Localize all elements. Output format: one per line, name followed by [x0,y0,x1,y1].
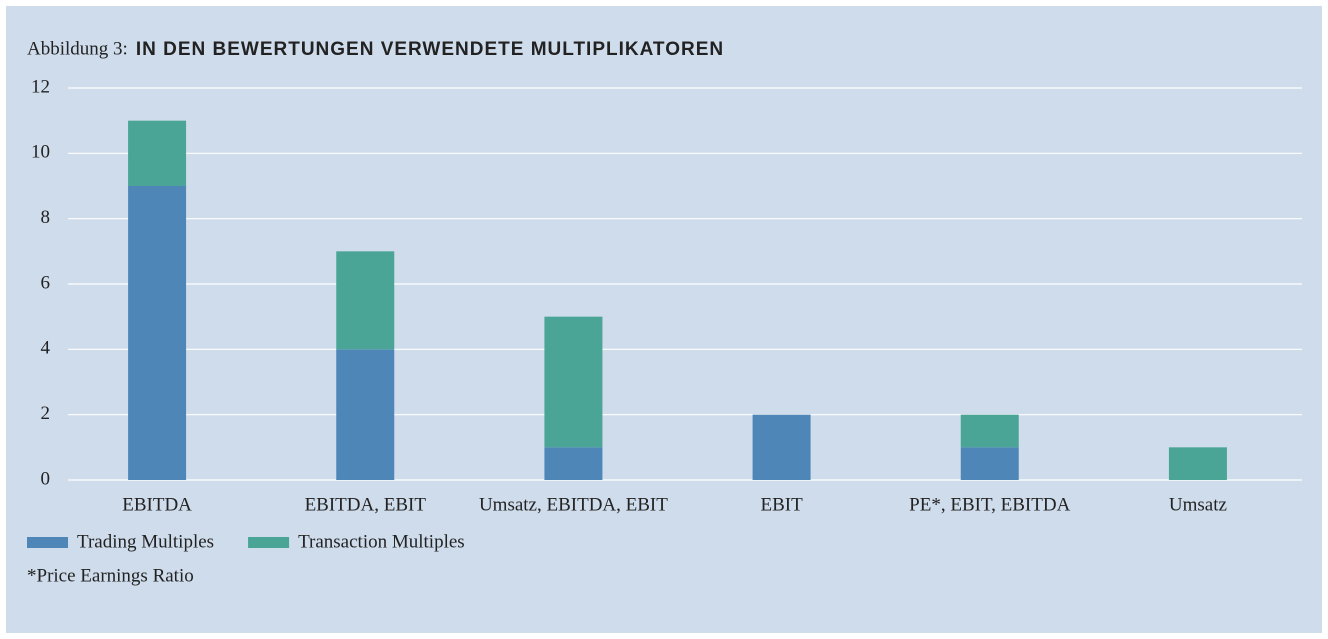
bar-segment [544,316,603,448]
x-tick-label: EBITDA [122,494,192,515]
chart-title-prefix: Abbildung 3: [27,38,128,59]
x-tick-label: EBIT [760,494,803,515]
x-tick-label: Umsatz, EBITDA, EBIT [479,494,668,515]
footnote: *Price Earnings Ratio [27,565,194,586]
y-tick-label: 6 [41,272,51,293]
y-tick-label: 10 [31,142,50,163]
y-tick-label: 0 [41,468,51,489]
legend-label: Trading Multiples [77,531,214,552]
chart-title: IN DEN BEWERTUNGEN VERWENDETE MULTIPLIKA… [136,39,724,60]
x-tick-label: Umsatz [1169,494,1227,515]
bar-segment [960,414,1019,448]
bar-segment [128,186,187,480]
y-tick-label: 12 [31,76,50,97]
bar-segment [960,447,1019,480]
bar-segment [336,349,395,480]
bar-segment [128,120,187,186]
y-tick-label: 2 [41,403,51,424]
bar-segment [544,447,603,480]
bar-segment [336,251,395,350]
legend-label: Transaction Multiples [298,531,465,552]
legend-swatch [27,537,68,548]
panel [6,6,1322,633]
legend-swatch [248,537,290,548]
y-tick-label: 4 [41,338,51,359]
x-tick-label: PE*, EBIT, EBITDA [909,494,1070,515]
bar-segment [752,414,811,480]
x-tick-label: EBITDA, EBIT [305,494,427,515]
y-tick-label: 8 [41,207,51,228]
bar-segment [1168,447,1227,480]
